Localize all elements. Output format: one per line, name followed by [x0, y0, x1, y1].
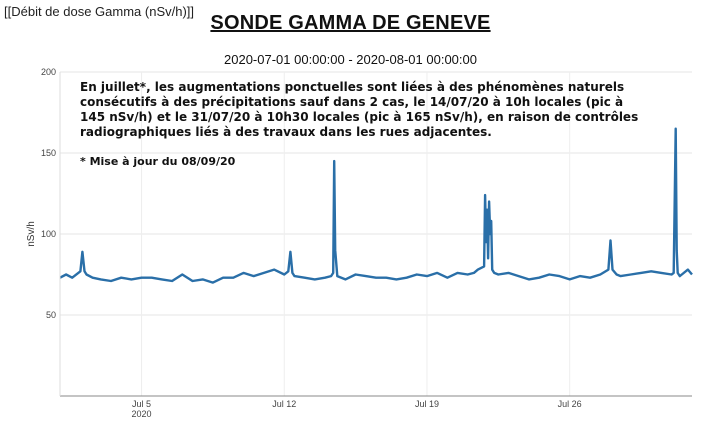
- series-line: [59, 127, 693, 284]
- x-tick-sublabel: 2020: [132, 409, 152, 419]
- x-tick-label: Jul 26: [558, 399, 582, 409]
- chart-footnote: * Mise à jour du 08/09/20: [80, 155, 236, 168]
- y-tick-label: 200: [41, 67, 56, 77]
- chart-subtitle: 2020-07-01 00:00:00 - 2020-08-01 00:00:0…: [224, 52, 477, 67]
- x-tick-label: Jul 5: [132, 399, 151, 409]
- x-tick-label: Jul 12: [272, 399, 296, 409]
- y-axis-label: nSv/h: [26, 221, 37, 247]
- chart-annotation: En juillet*, les augmentations ponctuell…: [80, 80, 639, 139]
- y-tick-label: 50: [46, 310, 56, 320]
- y-tick-label: 100: [41, 229, 56, 239]
- grid-layer: [60, 71, 692, 396]
- x-tick-label: Jul 19: [415, 399, 439, 409]
- chart-title: SONDE GAMMA DE GENEVE: [210, 12, 491, 34]
- series-layer: [59, 127, 693, 284]
- page-label: [[Débit de dose Gamma (nSv/h)]]: [4, 4, 195, 19]
- y-tick-label: 150: [41, 148, 56, 158]
